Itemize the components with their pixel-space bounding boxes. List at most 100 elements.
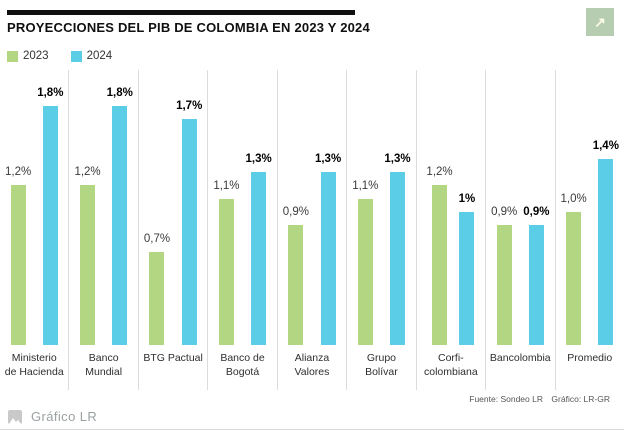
bar-wrap-2023: 1,1% [213, 180, 240, 345]
bar-wrap-2023: 0,7% [144, 233, 170, 345]
bar-wrap-2023: 0,9% [283, 206, 309, 345]
bar-group: 1,2% 1,8% Banco Mundial [68, 70, 137, 390]
value-label-2023: 1,0% [560, 193, 587, 205]
bottom-divider [0, 429, 624, 430]
legend-label-2023: 2023 [23, 50, 49, 62]
bar-group: 1,2% 1% Corfi- colombiana [415, 70, 485, 390]
category-label: Grupo Bolívar [365, 352, 398, 378]
image-placeholder-icon [8, 409, 22, 424]
brand-bar: Gráfico LR [0, 404, 624, 429]
legend-item-2024: 2024 [70, 50, 113, 62]
bar-2024 [112, 106, 128, 345]
value-label-2024: 1% [458, 193, 476, 205]
category-label: BTG Pactual [143, 352, 203, 364]
bar-group-plot: 1,2% 1% [417, 70, 485, 345]
value-label-2024: 0,9% [523, 206, 550, 218]
legend-swatch-2023-icon [7, 50, 18, 62]
bar-2024 [598, 159, 614, 345]
value-label-2024: 1,3% [245, 153, 272, 165]
value-label-2024: 1,8% [37, 87, 64, 99]
bar-wrap-2024: 1,3% [246, 153, 272, 345]
bar-2024 [459, 212, 475, 345]
page-title: PROYECCIONES DEL PIB DE COLOMBIA EN 2023… [7, 20, 370, 35]
bar-chart: 1,2% 1,8% Ministerio de Hacienda 1,2% 1,8% Ba… [0, 70, 624, 390]
footer-credit: Gráfico: LR-GR [551, 394, 610, 404]
external-link-button[interactable]: ↗ [586, 8, 614, 36]
bar-wrap-2024: 1,3% [315, 153, 341, 345]
bar-wrap-2023: 0,9% [491, 206, 517, 345]
bar-2023 [566, 212, 582, 345]
top-rule [7, 10, 355, 15]
bar-group: 1,0% 1,4% Promedio [554, 70, 624, 390]
bar-wrap-2024: 1,8% [107, 87, 133, 345]
value-label-2024: 1,7% [176, 100, 203, 112]
legend-swatch-2024-icon [70, 50, 82, 62]
bar-group: 0,9% 1,3% Alianza Valores [276, 70, 346, 390]
value-label-2024: 1,3% [314, 153, 342, 165]
bar-group-plot: 1,2% 1,8% [0, 70, 68, 345]
bar-group: 1,1% 1,3% Banco de Bogotá [207, 70, 276, 390]
value-label-2023: 1,2% [426, 166, 453, 178]
arrow-up-right-icon: ↗ [594, 14, 606, 30]
bar-2024 [251, 172, 267, 345]
bar-group-plot: 1,2% 1,8% [69, 70, 137, 345]
bar-group-plot: 0,9% 0,9% [486, 70, 554, 345]
bar-group-plot: 0,7% 1,7% [139, 70, 207, 345]
value-label-2023: 1,1% [352, 180, 379, 192]
value-label-2023: 1,2% [74, 166, 101, 178]
bar-group-plot: 1,1% 1,3% [208, 70, 276, 345]
brand-label: Gráfico LR [31, 409, 98, 424]
bar-2024 [390, 172, 406, 345]
bar-wrap-2024: 1,4% [593, 140, 619, 345]
bar-wrap-2023: 1,2% [74, 166, 101, 345]
bar-2024 [528, 225, 544, 345]
bar-2023 [357, 199, 373, 345]
bar-wrap-2024: 0,9% [523, 206, 550, 345]
legend-item-2023: 2023 [7, 50, 49, 62]
bar-wrap-2023: 1,1% [352, 180, 378, 345]
category-label: Alianza Valores [294, 352, 330, 378]
legend-label-2024: 2024 [86, 50, 113, 62]
bar-2023 [496, 225, 512, 345]
bar-group-plot: 1,0% 1,4% [556, 70, 624, 345]
category-label: Corfi- colombiana [423, 352, 478, 378]
value-label-2024: 1,4% [592, 140, 619, 152]
bar-2023 [218, 199, 234, 345]
value-label-2024: 1,3% [384, 153, 411, 165]
bar-wrap-2024: 1,7% [176, 100, 202, 345]
category-label: Ministerio de Hacienda [4, 352, 64, 378]
value-label-2023: 0,9% [282, 206, 309, 218]
bar-2023 [149, 252, 165, 345]
bar-wrap-2023: 1,0% [561, 193, 587, 345]
bar-2023 [10, 185, 26, 345]
bar-group-plot: 1,1% 1,3% [347, 70, 415, 345]
bar-group: 0,9% 0,9% Bancolombia [485, 70, 554, 390]
footer-source: Fuente: Sondeo LR [469, 394, 543, 404]
value-label-2023: 0,7% [143, 233, 171, 245]
value-label-2023: 0,9% [491, 206, 518, 218]
bar-group: 0,7% 1,7% BTG Pactual [137, 70, 207, 390]
bar-wrap-2024: 1,8% [37, 87, 63, 345]
bar-wrap-2024: 1% [458, 193, 476, 345]
bar-2024 [181, 119, 197, 345]
chart-legend: 2023 2024 [7, 50, 112, 62]
bar-2023 [288, 225, 304, 345]
bar-2024 [42, 106, 58, 345]
category-label: Banco Mundial [85, 352, 123, 378]
bar-group: 1,1% 1,3% Grupo Bolívar [346, 70, 415, 390]
category-label: Banco de Bogotá [220, 352, 265, 378]
bar-2024 [320, 172, 336, 345]
bar-group: 1,2% 1,8% Ministerio de Hacienda [0, 70, 68, 390]
value-label-2024: 1,8% [106, 87, 133, 99]
category-label: Promedio [567, 352, 613, 364]
value-label-2023: 1,1% [213, 180, 240, 192]
bar-2023 [80, 185, 96, 345]
bar-2023 [432, 185, 448, 345]
bar-group-plot: 0,9% 1,3% [278, 70, 346, 345]
category-label: Bancolombia [489, 352, 551, 364]
value-label-2023: 1,2% [5, 166, 32, 178]
bar-wrap-2024: 1,3% [384, 153, 411, 345]
bar-wrap-2023: 1,2% [5, 166, 31, 345]
bar-wrap-2023: 1,2% [426, 166, 453, 345]
